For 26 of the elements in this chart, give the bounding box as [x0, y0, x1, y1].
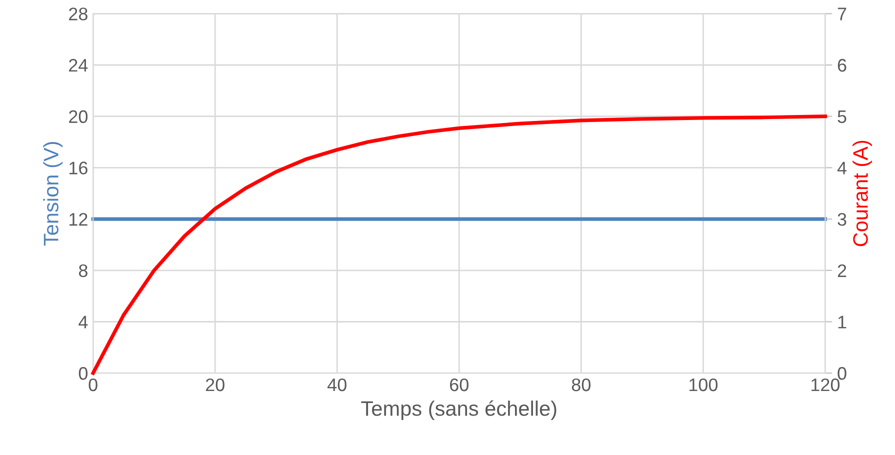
y-tick-label: 16 [70, 162, 88, 174]
x-tick-label: 40 [327, 378, 346, 392]
y2-tick-label: 6 [838, 58, 846, 72]
x-tick-label: 80 [572, 378, 590, 392]
y-tick-label: 28 [69, 8, 88, 20]
y-tick-label: 12 [70, 212, 88, 226]
y2-tick-label: 1 [838, 316, 846, 328]
x-axis-title: Temps (sans échelle) [361, 400, 556, 420]
x-tick-label: 60 [450, 378, 468, 392]
y-tick-label: 20 [69, 110, 88, 124]
y2-tick-label: 5 [838, 110, 846, 124]
x-tick-label: 20 [206, 378, 224, 392]
y2-tick-label: 2 [838, 264, 846, 277]
y2-tick-label: 0 [838, 367, 846, 380]
y2-tick-label: 3 [838, 212, 846, 226]
y-tick-label: 4 [78, 316, 88, 328]
y2-tick-label: 7 [838, 8, 846, 20]
x-tick-label: 100 [689, 378, 718, 392]
y-axis-title: Tension (V) [43, 142, 63, 246]
x-tick-label: 120 [812, 378, 840, 392]
y-tick-label: 8 [78, 264, 88, 278]
y-tick-label: 24 [69, 58, 88, 72]
y2-axis-title: Courant (A) [852, 140, 872, 246]
y-tick-label: 0 [78, 367, 88, 380]
x-tick-label: 0 [88, 378, 98, 392]
y2-tick-label: 4 [837, 162, 847, 174]
